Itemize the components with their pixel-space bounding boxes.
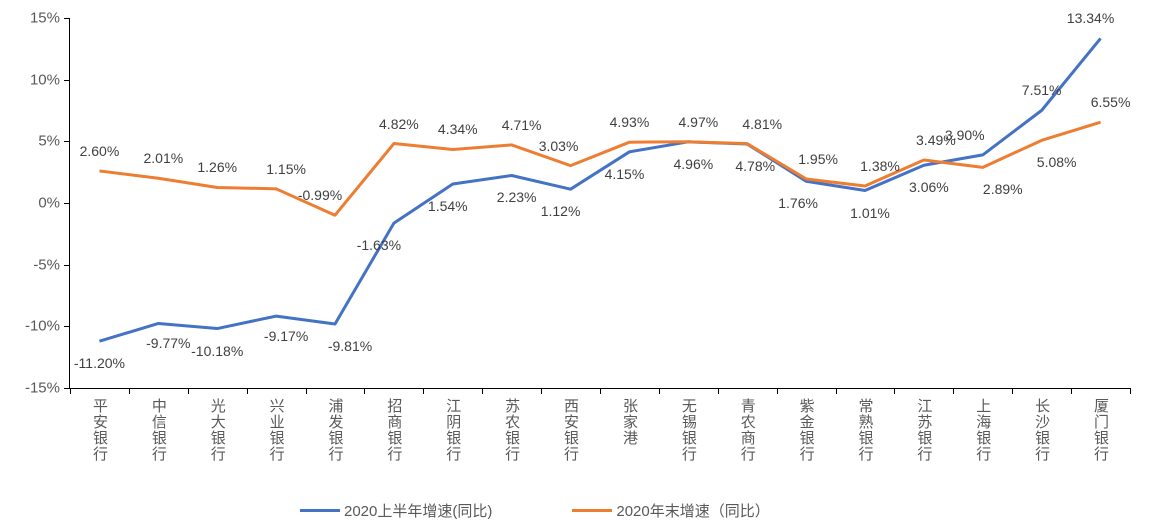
data-label: 4.34% bbox=[438, 121, 478, 137]
x-tick bbox=[953, 388, 954, 394]
x-tick bbox=[777, 388, 778, 394]
y-tick-label: 10% bbox=[0, 71, 60, 88]
data-label: 1.15% bbox=[266, 161, 306, 177]
series-line-0 bbox=[99, 38, 1100, 341]
x-category-label: 无锡银行 bbox=[678, 398, 699, 462]
data-label: 1.54% bbox=[428, 198, 468, 214]
y-tick-label: -5% bbox=[0, 256, 60, 273]
data-label: 1.26% bbox=[197, 159, 237, 175]
data-label: 4.82% bbox=[379, 116, 419, 132]
x-category-label: 江苏银行 bbox=[913, 398, 934, 462]
data-label: 1.01% bbox=[850, 205, 890, 221]
data-label: 1.38% bbox=[860, 158, 900, 174]
x-tick bbox=[364, 388, 365, 394]
data-label: -11.20% bbox=[74, 355, 125, 371]
x-category-label: 招商银行 bbox=[383, 398, 404, 462]
x-category-label: 青农商行 bbox=[737, 398, 758, 462]
y-tick-label: -10% bbox=[0, 318, 60, 335]
data-label: -9.81% bbox=[328, 338, 372, 354]
x-tick bbox=[423, 388, 424, 394]
y-tick-label: 15% bbox=[0, 10, 60, 27]
x-category-label: 西安银行 bbox=[560, 398, 581, 462]
data-label: -9.77% bbox=[146, 335, 190, 351]
x-category-label: 苏农银行 bbox=[501, 398, 522, 462]
legend-item-0: 2020上半年增速(同比) bbox=[300, 500, 492, 521]
data-label: 2.01% bbox=[143, 150, 183, 166]
data-label: 4.71% bbox=[502, 117, 542, 133]
data-label: 4.93% bbox=[610, 114, 650, 130]
x-category-label: 中信银行 bbox=[148, 398, 169, 462]
x-category-label: 厦门银行 bbox=[1090, 398, 1111, 462]
x-tick bbox=[482, 388, 483, 394]
legend-label: 2020上半年增速(同比) bbox=[344, 500, 492, 521]
series-lines bbox=[70, 18, 1130, 388]
data-label: -10.18% bbox=[191, 343, 243, 359]
growth-rate-chart: -15% -10% -5% 0% 5% 10% 15% 平安银行 中信银行 光大银行 兴业银行 浦发银… bbox=[0, 0, 1151, 527]
legend: 2020上半年增速(同比) 2020年末增速（同比） bbox=[300, 500, 770, 521]
x-category-label: 张家港 bbox=[619, 398, 640, 446]
legend-swatch bbox=[300, 509, 340, 512]
data-label: -1.63% bbox=[357, 237, 401, 253]
data-label: 4.78% bbox=[735, 158, 775, 174]
x-tick bbox=[600, 388, 601, 394]
y-tick-label: 5% bbox=[0, 133, 60, 150]
data-label: 1.76% bbox=[778, 195, 818, 211]
x-category-label: 常熟银行 bbox=[855, 398, 876, 462]
x-category-label: 紫金银行 bbox=[796, 398, 817, 462]
data-label: 4.81% bbox=[742, 116, 782, 132]
data-label: -9.17% bbox=[264, 328, 308, 344]
y-tick-label: -15% bbox=[0, 380, 60, 397]
x-tick bbox=[1130, 388, 1131, 394]
data-label: 4.96% bbox=[673, 156, 713, 172]
legend-swatch bbox=[572, 509, 612, 512]
data-label: 6.55% bbox=[1091, 94, 1131, 110]
x-tick bbox=[836, 388, 837, 394]
data-label: 13.34% bbox=[1067, 10, 1114, 26]
x-tick bbox=[541, 388, 542, 394]
data-label: 4.15% bbox=[605, 166, 645, 182]
data-label: -0.99% bbox=[298, 187, 342, 203]
x-tick bbox=[247, 388, 248, 394]
x-category-label: 江阴银行 bbox=[442, 398, 463, 462]
x-tick bbox=[718, 388, 719, 394]
x-category-label: 长沙银行 bbox=[1031, 398, 1052, 462]
x-tick bbox=[70, 388, 71, 394]
y-tick-label: 0% bbox=[0, 195, 60, 212]
x-tick bbox=[659, 388, 660, 394]
data-label: 1.12% bbox=[541, 203, 581, 219]
data-label: 2.60% bbox=[80, 143, 120, 159]
data-label: 5.08% bbox=[1037, 154, 1077, 170]
x-category-label: 光大银行 bbox=[207, 398, 228, 462]
data-label: 1.95% bbox=[798, 151, 838, 167]
x-tick bbox=[188, 388, 189, 394]
x-tick bbox=[1012, 388, 1013, 394]
data-label: 3.03% bbox=[539, 138, 579, 154]
x-tick bbox=[306, 388, 307, 394]
data-label: 2.89% bbox=[983, 181, 1023, 197]
x-tick bbox=[1071, 388, 1072, 394]
x-category-label: 平安银行 bbox=[89, 398, 110, 462]
data-label: 7.51% bbox=[1022, 82, 1062, 98]
data-label: 4.97% bbox=[678, 114, 718, 130]
data-label: 3.49% bbox=[916, 132, 956, 148]
x-category-label: 兴业银行 bbox=[266, 398, 287, 462]
legend-label: 2020年末增速（同比） bbox=[616, 500, 769, 521]
data-label: 2.23% bbox=[497, 189, 537, 205]
data-label: 3.06% bbox=[909, 179, 949, 195]
x-category-label: 上海银行 bbox=[972, 398, 993, 462]
x-tick bbox=[129, 388, 130, 394]
x-tick bbox=[894, 388, 895, 394]
legend-item-1: 2020年末增速（同比） bbox=[572, 500, 769, 521]
x-category-label: 浦发银行 bbox=[325, 398, 346, 462]
